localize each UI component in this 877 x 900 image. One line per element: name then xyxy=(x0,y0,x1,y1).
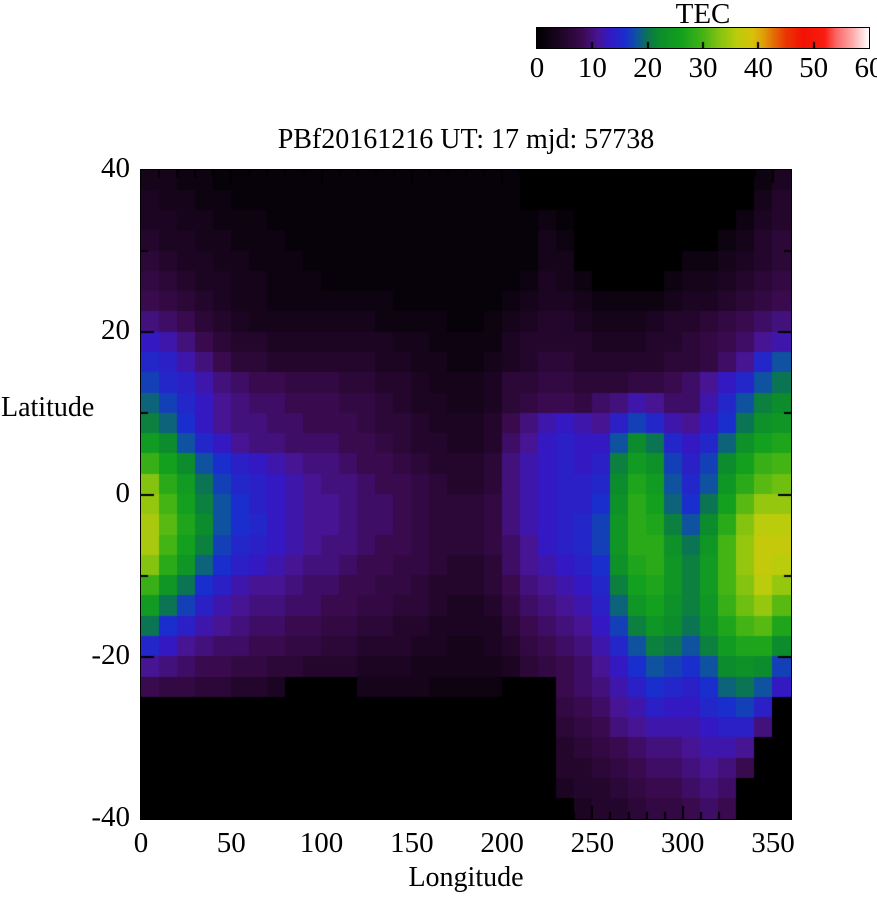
colorbar-tick-label: 30 xyxy=(688,52,718,84)
colorbar-tick-label: 50 xyxy=(799,52,829,84)
y-tick-label: -40 xyxy=(91,801,130,834)
y-tick-label: -20 xyxy=(91,638,130,671)
colorbar-title: TEC xyxy=(675,0,731,30)
y-tick-label: 20 xyxy=(101,314,130,347)
colorbar-tick-label: 10 xyxy=(577,52,607,84)
plot-title: PBf20161216 UT: 17 mjd: 57738 xyxy=(277,124,655,155)
x-tick-label: 100 xyxy=(299,827,344,859)
x-tick-label: 200 xyxy=(480,827,524,859)
x-tick-label: 0 xyxy=(133,827,149,859)
colorbar xyxy=(536,27,870,49)
y-tick-label: 40 xyxy=(101,152,130,185)
x-tick-label: 300 xyxy=(660,827,705,859)
colorbar-tick-label: 60 xyxy=(854,52,877,84)
x-tick-label: 150 xyxy=(390,827,434,859)
colorbar-tick-labels: 0 10 20 30 40 50 60 xyxy=(530,52,877,86)
heatmap-canvas xyxy=(141,170,791,819)
colorbar-tick-label: 40 xyxy=(743,52,773,84)
colorbar-tick-label: 20 xyxy=(633,52,663,84)
colorbar-tick-label: 0 xyxy=(529,52,545,84)
x-tick-label: 250 xyxy=(570,827,615,859)
colorbar-gradient xyxy=(537,28,869,48)
x-tick-label: 350 xyxy=(751,827,795,859)
x-axis-label: Longitude xyxy=(408,862,524,893)
y-tick-label: 0 xyxy=(115,476,131,509)
heatmap-plot xyxy=(140,169,792,820)
x-tick-label: 50 xyxy=(216,827,246,859)
y-axis-label: Latitude xyxy=(1,392,95,423)
